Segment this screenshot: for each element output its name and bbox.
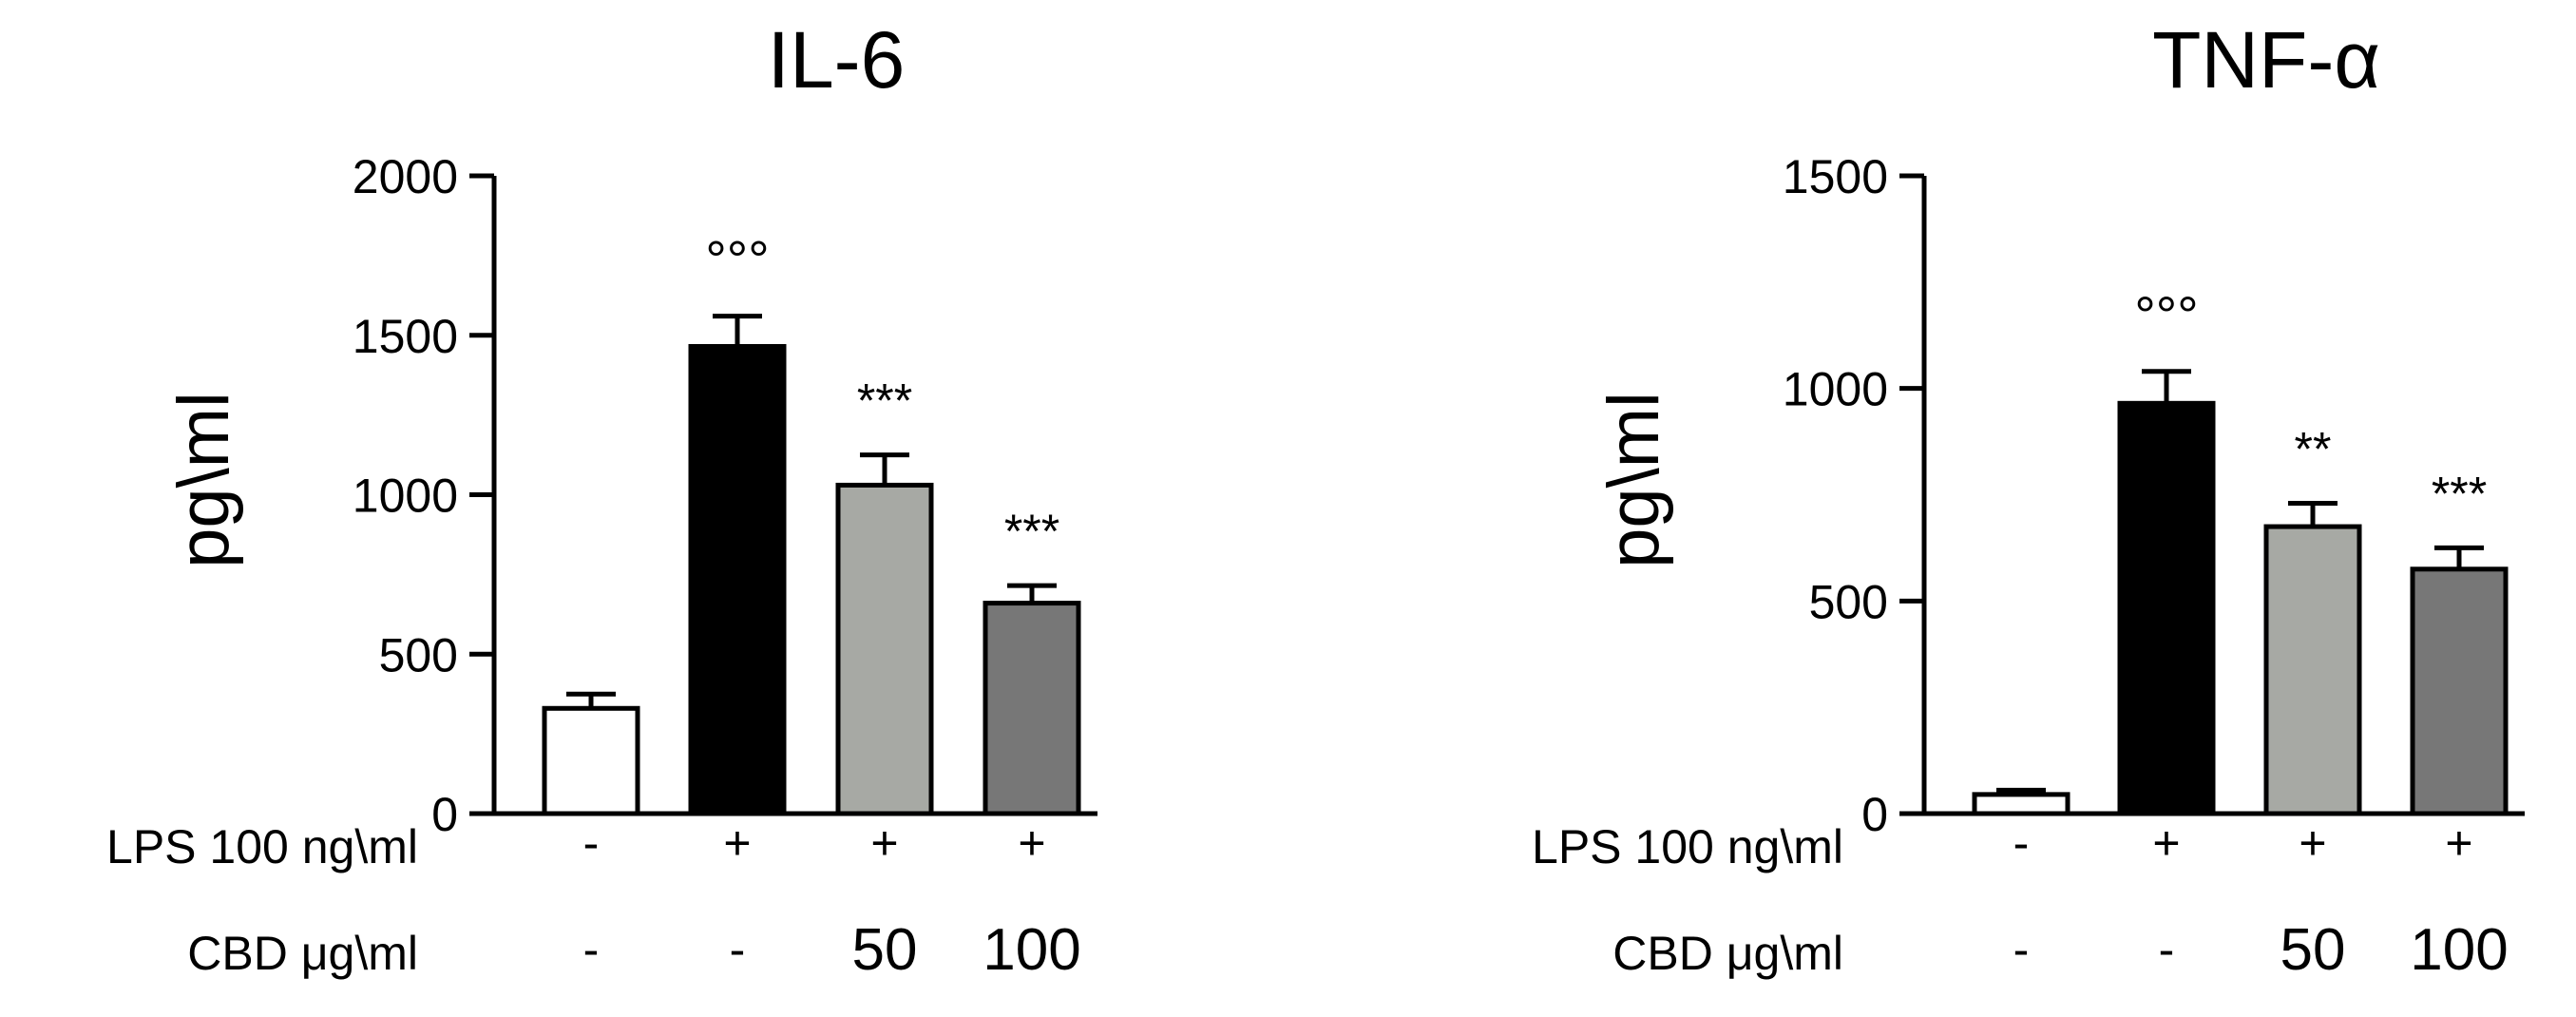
y-tick-label: 500 — [379, 628, 458, 681]
y-tick-label: 1500 — [353, 310, 458, 363]
treatment-value: + — [1018, 816, 1045, 870]
treatment-value: - — [2013, 816, 2030, 870]
bar — [2410, 566, 2509, 816]
chart-title: TNF-α — [2152, 15, 2380, 105]
chart-panel-1: IL-6 pg\ml 0 500 1000 1500 2000 °°° *** *** LPS 10… — [106, 15, 1097, 983]
y-axis-label: pg\ml — [1593, 392, 1674, 568]
treatment-value: + — [2445, 816, 2472, 870]
treatment-row-label: CBD μg\ml — [1612, 927, 1843, 980]
treatment-value: + — [2299, 816, 2326, 870]
y-tick-label: 0 — [1861, 788, 1888, 841]
bar — [2117, 400, 2216, 816]
treatment-row-label: CBD μg\ml — [187, 927, 418, 980]
bar — [835, 482, 934, 816]
treatment-value: - — [583, 816, 600, 870]
treatment-value: + — [870, 816, 898, 870]
significance-label: °°° — [705, 230, 769, 290]
treatment-value: + — [723, 816, 751, 870]
y-axis-label: pg\ml — [163, 392, 244, 568]
treatment-value: 50 — [2280, 917, 2346, 983]
bar — [1972, 792, 2070, 816]
treatment-value: - — [730, 923, 746, 976]
bar — [983, 601, 1081, 816]
treatment-value: 100 — [2410, 917, 2508, 983]
y-tick-label: 1000 — [1783, 363, 1888, 416]
treatment-value: + — [2152, 816, 2180, 870]
significance-label: *** — [2432, 467, 2487, 520]
significance-label: ** — [2295, 422, 2332, 475]
treatment-value: 100 — [983, 917, 1080, 983]
treatment-row-label: LPS 100 ng\ml — [1532, 820, 1843, 873]
y-tick-label: 500 — [1809, 575, 1888, 628]
significance-label: *** — [857, 374, 912, 428]
treatment-value: 50 — [852, 917, 918, 983]
treatment-value: - — [2013, 923, 2030, 976]
bar — [2263, 524, 2362, 816]
y-tick-label: 1500 — [1783, 150, 1888, 203]
y-tick-label: 1000 — [353, 470, 458, 523]
treatment-row-label: LPS 100 ng\ml — [106, 820, 418, 873]
chart-title: IL-6 — [768, 15, 906, 105]
bar — [542, 705, 640, 816]
significance-label: °°° — [2134, 285, 2198, 345]
significance-label: *** — [1004, 505, 1059, 558]
y-tick-label: 2000 — [353, 150, 458, 203]
y-tick-label: 0 — [431, 788, 458, 841]
bar — [688, 343, 787, 816]
treatment-value: - — [2159, 923, 2175, 976]
treatment-value: - — [583, 923, 600, 976]
